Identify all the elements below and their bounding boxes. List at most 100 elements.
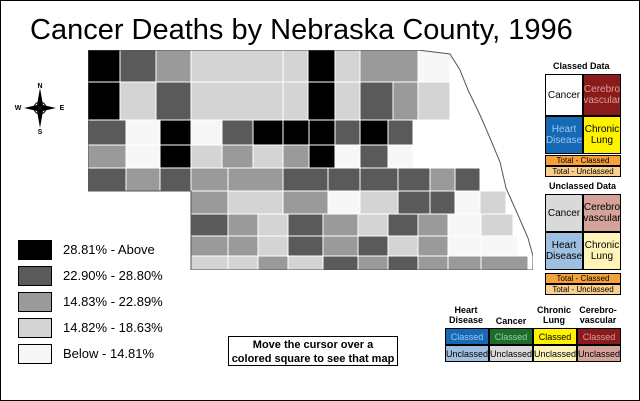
county	[190, 167, 229, 192]
county	[227, 190, 284, 215]
instruction-line-2: colored square to see that map	[231, 353, 395, 365]
county	[308, 119, 336, 146]
heart-disease-unclassed-button[interactable]: Unclassed	[445, 345, 489, 362]
state-outline	[88, 50, 533, 270]
county	[282, 50, 309, 83]
classed-cerebrovascular-button[interactable]: Cerebro vascular	[583, 74, 621, 116]
classed-chronic-lung-button[interactable]: Chronic Lung	[583, 116, 621, 154]
chronic-lung-classed-button[interactable]: Classed	[533, 328, 577, 345]
legend-label: 14.82% - 18.63%	[63, 320, 163, 335]
legend-item: 22.90% - 28.80%	[18, 266, 218, 288]
county	[392, 81, 419, 121]
page-title: Cancer Deaths by Nebraska County, 1996	[30, 14, 573, 46]
county	[359, 144, 389, 169]
county	[454, 190, 481, 215]
county	[480, 213, 514, 237]
county	[417, 213, 449, 237]
unclassed-total-unclassed-button[interactable]: Total - Unclassed	[545, 284, 621, 295]
county	[447, 255, 482, 270]
column-head-chronic-lung: Chronic Lung	[536, 305, 571, 325]
county	[282, 81, 309, 121]
cancer-classed-button[interactable]: Classed	[489, 328, 533, 345]
legend-item: Below - 14.81%	[18, 344, 218, 366]
instruction-box: Move the cursor over a colored square to…	[228, 336, 398, 366]
unclassed-cerebrovascular-button[interactable]: Cerebro vascular	[583, 194, 621, 232]
county	[334, 119, 361, 146]
county	[322, 235, 359, 257]
county	[334, 81, 361, 121]
county	[88, 144, 127, 169]
county	[221, 119, 254, 146]
classed-heart-disease-button[interactable]: Heart Disease	[545, 116, 583, 154]
county	[357, 255, 389, 270]
cancer-unclassed-button[interactable]: Unclassed	[489, 345, 533, 362]
legend-item: 14.82% - 18.63%	[18, 318, 218, 340]
county	[429, 167, 456, 192]
county	[287, 255, 324, 270]
legend-swatch	[18, 240, 52, 260]
county	[282, 144, 310, 169]
county	[257, 213, 289, 237]
cerebrovascular-classed-button[interactable]: Classed	[577, 328, 621, 345]
county	[221, 144, 254, 169]
classed-total-unclassed-button[interactable]: Total - Unclassed	[545, 166, 621, 177]
county	[227, 255, 259, 270]
chronic-lung-unclassed-button[interactable]: Unclassed	[533, 345, 577, 362]
county	[359, 167, 399, 192]
unclassed-total-classed-button[interactable]: Total - Classed	[545, 273, 621, 284]
legend-label: 14.83% - 22.89%	[63, 294, 163, 309]
compass-s: S	[38, 129, 43, 134]
county	[387, 119, 414, 146]
county	[327, 167, 361, 192]
county	[155, 81, 192, 121]
county	[282, 167, 329, 192]
heart-disease-classed-button[interactable]: Classed	[445, 328, 489, 345]
compass-w: W	[15, 105, 22, 112]
county	[287, 235, 324, 257]
county	[334, 144, 361, 169]
county	[387, 144, 414, 169]
county	[282, 190, 329, 215]
classed-panel-title: Classed Data	[553, 61, 610, 71]
county	[159, 167, 192, 192]
county	[227, 235, 259, 257]
legend-swatch	[18, 318, 52, 338]
county	[454, 167, 481, 192]
cerebrovascular-unclassed-button[interactable]: Unclassed	[577, 345, 621, 362]
county	[155, 50, 192, 83]
county	[125, 144, 161, 169]
legend-swatch	[18, 266, 52, 286]
county	[387, 255, 419, 270]
county	[227, 167, 284, 192]
county	[252, 119, 284, 146]
unclassed-chronic-lung-button[interactable]: Chronic Lung	[583, 232, 621, 270]
county	[327, 190, 361, 215]
column-head-heart-disease: Heart Disease	[448, 305, 484, 325]
county	[387, 235, 419, 257]
unclassed-panel-title: Unclassed Data	[549, 181, 617, 191]
county	[308, 144, 336, 169]
legend-item: 14.83% - 22.89%	[18, 292, 218, 314]
county	[417, 81, 451, 121]
legend-swatch	[18, 344, 52, 364]
unclassed-cancer-button[interactable]: Cancer	[545, 194, 583, 232]
county	[190, 144, 223, 169]
county	[119, 50, 157, 83]
county	[88, 50, 121, 83]
legend-label: 22.90% - 28.80%	[63, 268, 163, 283]
unclassed-heart-disease-button[interactable]: Heart Disease	[545, 232, 583, 270]
county	[429, 190, 456, 215]
classed-cancer-button[interactable]: Cancer	[545, 74, 583, 116]
county	[88, 119, 127, 146]
legend-item: 28.81% - Above	[18, 240, 218, 262]
nebraska-county-map	[88, 50, 533, 270]
county	[88, 167, 127, 192]
county	[334, 50, 361, 83]
column-head-cancer: Cancer	[495, 316, 527, 326]
county	[190, 190, 229, 215]
classed-total-classed-button[interactable]: Total - Classed	[545, 155, 621, 166]
county	[88, 81, 121, 121]
county	[190, 213, 229, 237]
county	[190, 119, 223, 146]
county	[397, 167, 431, 192]
